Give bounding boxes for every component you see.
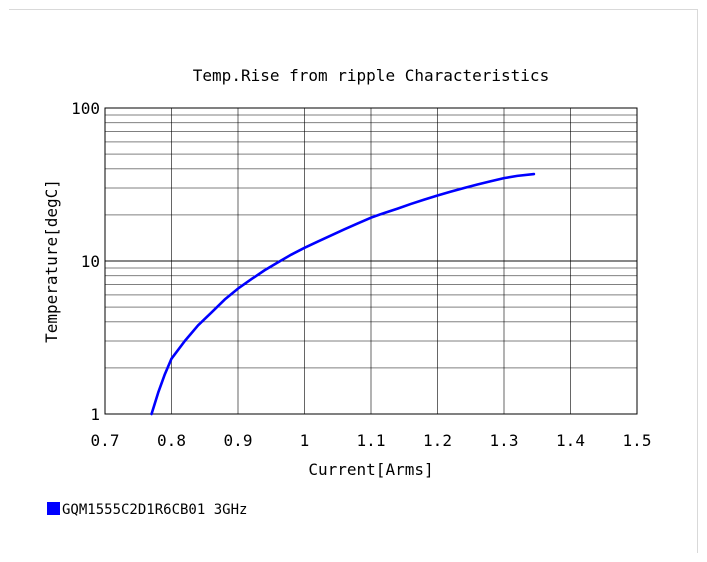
series-line <box>150 172 536 416</box>
x-tick-labels: 0.7 0.8 0.9 1 1.1 1.2 1.3 1.4 1.5 <box>91 431 652 450</box>
chart-frame <box>9 9 698 553</box>
x-tick-label: 1.2 <box>423 431 452 450</box>
x-tick-label: 1.5 <box>623 431 652 450</box>
x-tick-label: 0.7 <box>91 431 120 450</box>
series-layer <box>150 172 536 416</box>
plot-area <box>104 107 638 415</box>
x-tick-label: 0.9 <box>224 431 253 450</box>
x-tick-label: 0.8 <box>157 431 186 450</box>
legend-swatch <box>47 502 60 515</box>
legend-label: GQM1555C2D1R6CB01 3GHz <box>62 502 247 518</box>
y-tick-label: 10 <box>81 252 100 271</box>
chart-title: Temp.Rise from ripple Characteristics <box>193 66 549 85</box>
y-tick-label: 1 <box>90 405 100 424</box>
x-axis-label: Current[Arms] <box>308 460 433 479</box>
x-tick-label: 1.4 <box>556 431 585 450</box>
x-tick-label: 1.1 <box>357 431 386 450</box>
grid <box>104 107 638 415</box>
x-tick-label: 1.3 <box>490 431 519 450</box>
x-tick-label: 1 <box>300 431 310 450</box>
y-tick-labels: 1 10 100 <box>71 99 100 424</box>
y-tick-label: 100 <box>71 99 100 118</box>
y-axis-label: Temperature[degC] <box>42 179 61 343</box>
